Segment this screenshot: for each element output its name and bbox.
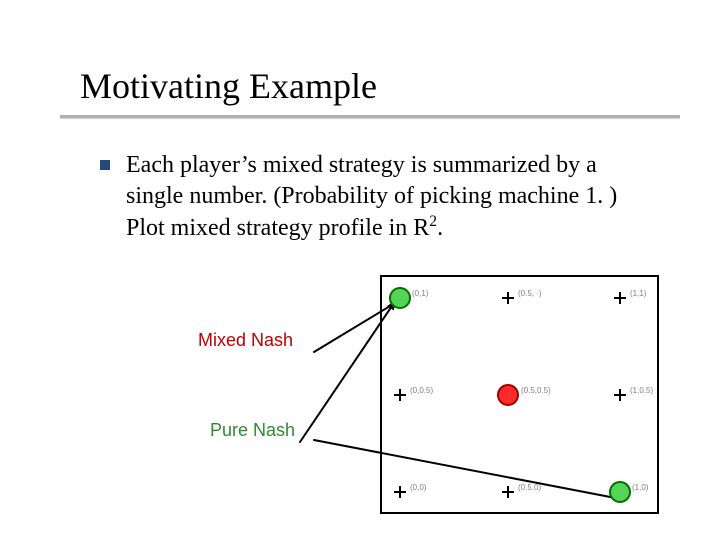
arrow-line (314, 305, 391, 352)
nash-point-circle (390, 288, 410, 308)
plot-svg: (0,1) (0.5, ·) (1,1) (0,0.5) (0.5,0.5) (1,0.5… (0, 0, 720, 540)
grid-point-label: (1,1) (630, 289, 647, 298)
nash-point-circle (498, 385, 518, 405)
grid-point-label: (0,1) (412, 289, 429, 298)
slide: Motivating Example Each player’s mixed s… (0, 0, 720, 540)
grid-point-label: (0,0) (410, 483, 427, 492)
grid-point-label: (0.5,0.5) (521, 386, 551, 395)
grid-point-label: (0,0.5) (410, 386, 433, 395)
grid-point-label: (0.5,0) (518, 483, 541, 492)
arrow-line (314, 440, 616, 498)
grid-point-label: (0.5, ·) (518, 289, 542, 298)
grid-point-label: (1,0.5) (630, 386, 653, 395)
grid-point-label: (1,0) (632, 483, 649, 492)
arrow-line (300, 308, 390, 442)
nash-point-circle (610, 482, 630, 502)
